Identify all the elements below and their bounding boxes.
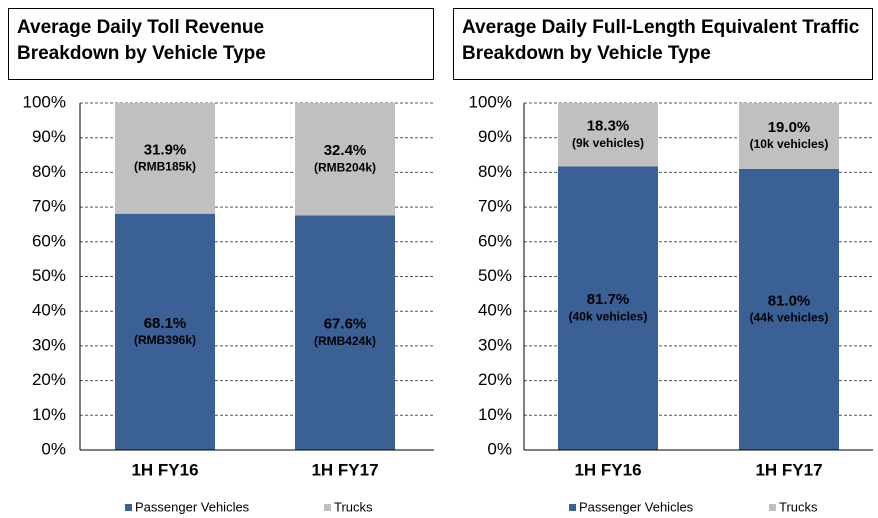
data-label-detail: (RMB185k) xyxy=(134,160,196,174)
title-box: Average Daily Toll Revenue Breakdown by … xyxy=(8,8,434,80)
legend-swatch xyxy=(324,504,331,511)
legend-swatch xyxy=(125,504,132,511)
x-tick-label: 1H FY16 xyxy=(574,460,641,479)
x-tick-label: 1H FY17 xyxy=(755,460,822,479)
bar-segment xyxy=(558,103,658,167)
bar-segment xyxy=(115,103,215,214)
data-label-detail: (10k vehicles) xyxy=(750,137,829,151)
data-label: 31.9% xyxy=(144,141,187,158)
legend-label: Trucks xyxy=(779,499,818,514)
y-tick-label: 70% xyxy=(478,197,512,216)
x-tick-label: 1H FY16 xyxy=(131,460,198,479)
y-tick-label: 0% xyxy=(41,439,66,458)
y-tick-label: 20% xyxy=(32,370,66,389)
data-label: 67.6% xyxy=(324,316,367,333)
y-tick-label: 10% xyxy=(32,405,66,424)
data-label: 18.3% xyxy=(587,118,630,135)
legend-swatch xyxy=(569,504,576,511)
data-label-detail: (RMB424k) xyxy=(314,334,376,348)
bar-segment xyxy=(295,215,395,450)
data-label-detail: (44k vehicles) xyxy=(750,311,829,325)
data-label-detail: (40k vehicles) xyxy=(569,309,648,323)
data-label: 68.1% xyxy=(144,315,187,332)
data-label: 81.7% xyxy=(587,291,630,308)
data-label: 19.0% xyxy=(768,119,811,136)
bar-segment xyxy=(739,103,839,169)
y-tick-label: 70% xyxy=(32,197,66,216)
chart-title: Average Daily Full-Length Equivalent Tra… xyxy=(462,17,860,64)
y-tick-label: 0% xyxy=(487,439,512,458)
legend-label: Trucks xyxy=(334,499,373,514)
data-label-detail: (9k vehicles) xyxy=(572,136,644,150)
y-tick-label: 60% xyxy=(32,231,66,250)
y-tick-label: 50% xyxy=(32,266,66,285)
bar-segment xyxy=(558,166,658,450)
y-tick-label: 80% xyxy=(478,162,512,181)
y-tick-label: 40% xyxy=(32,301,66,320)
y-tick-label: 30% xyxy=(478,335,512,354)
y-tick-label: 60% xyxy=(478,231,512,250)
y-tick-label: 30% xyxy=(32,335,66,354)
y-tick-label: 90% xyxy=(32,127,66,146)
bar-segment xyxy=(739,168,839,450)
chart-title: Average Daily Toll Revenue Breakdown by … xyxy=(17,17,266,64)
y-tick-label: 10% xyxy=(478,405,512,424)
legend-label: Passenger Vehicles xyxy=(135,499,250,514)
y-tick-label: 80% xyxy=(32,162,66,181)
bar-segment xyxy=(115,213,215,450)
legend-label: Passenger Vehicles xyxy=(579,499,694,514)
data-label-detail: (RMB396k) xyxy=(134,333,196,347)
x-tick-label: 1H FY17 xyxy=(311,460,378,479)
title-box: Average Daily Full-Length Equivalent Tra… xyxy=(453,8,873,80)
y-tick-label: 90% xyxy=(478,127,512,146)
legend-swatch xyxy=(769,504,776,511)
y-tick-label: 20% xyxy=(478,370,512,389)
y-tick-label: 50% xyxy=(478,266,512,285)
data-label: 32.4% xyxy=(324,142,367,159)
data-label-detail: (RMB204k) xyxy=(314,160,376,174)
y-tick-label: 100% xyxy=(469,92,512,111)
y-tick-label: 100% xyxy=(23,92,66,111)
bar-segment xyxy=(295,103,395,216)
data-label: 81.0% xyxy=(768,292,811,309)
y-tick-label: 40% xyxy=(478,301,512,320)
